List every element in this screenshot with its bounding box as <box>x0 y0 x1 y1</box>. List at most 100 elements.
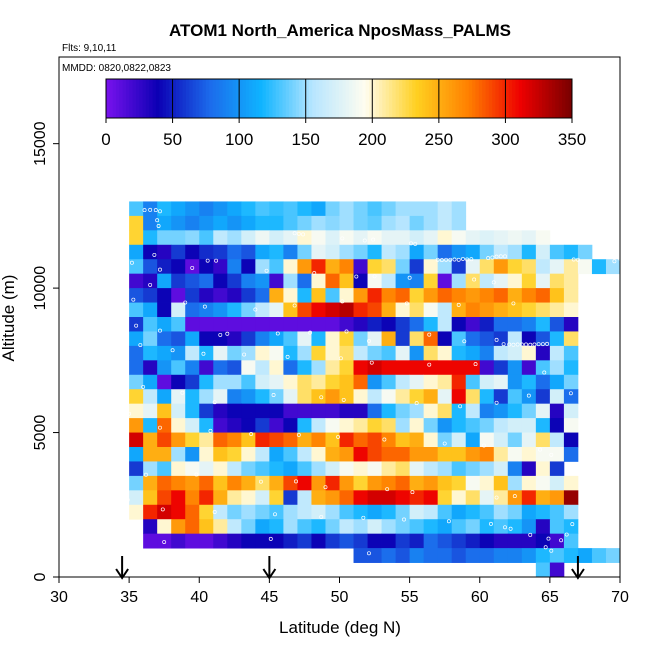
heatmap-cell <box>563 302 579 318</box>
colorbar-segment <box>302 79 307 118</box>
heatmap-cell <box>437 475 453 491</box>
heatmap-cell <box>479 259 495 275</box>
track-point <box>442 441 447 446</box>
colorbar-segment <box>458 79 463 118</box>
track-point <box>371 237 376 242</box>
heatmap-cell <box>493 302 509 318</box>
heatmap-cell <box>479 475 495 491</box>
heatmap-cell <box>129 201 144 217</box>
heatmap-cell <box>353 475 368 491</box>
colorbar-segment <box>482 79 486 118</box>
track-point <box>156 224 161 228</box>
heatmap-cell <box>395 504 411 520</box>
colorbar-segment <box>152 79 157 118</box>
heatmap-cell <box>507 519 523 535</box>
track-point <box>155 218 160 223</box>
heatmap-cell <box>437 259 453 275</box>
heatmap-cell <box>423 418 439 433</box>
heatmap-cell <box>269 504 284 520</box>
track-point <box>528 532 533 537</box>
heatmap-cell <box>521 259 537 275</box>
heatmap-cell <box>521 374 537 390</box>
heatmap-cell <box>157 533 172 549</box>
heatmap-cell <box>451 475 467 491</box>
colorbar-segment <box>272 79 277 118</box>
track-point <box>152 252 157 257</box>
heatmap-cell <box>353 345 368 361</box>
track-point <box>301 232 305 237</box>
track-point <box>367 551 371 556</box>
heatmap-cell <box>591 259 607 275</box>
heatmap-cell <box>451 360 467 376</box>
heatmap-cell <box>185 447 200 462</box>
heatmap-cell <box>283 432 298 448</box>
heatmap-cell <box>241 259 256 275</box>
heatmap-cell <box>255 504 270 520</box>
heatmap-cell <box>507 447 523 462</box>
heatmap-cell <box>311 475 326 491</box>
track-point <box>340 236 345 241</box>
track-point <box>410 490 415 495</box>
heatmap-cell <box>367 548 382 563</box>
track-point <box>225 331 230 336</box>
colorbar-segment <box>355 79 360 118</box>
heatmap-cell <box>423 288 439 303</box>
heatmap-cell <box>157 288 172 303</box>
colorbar-segment <box>195 79 200 118</box>
heatmap-cell <box>479 273 495 289</box>
heatmap-cell <box>213 345 228 361</box>
heatmap-cells <box>129 201 621 578</box>
heatmap-cell <box>479 418 495 433</box>
heatmap-cell <box>283 374 298 390</box>
x-tick-label: 55 <box>401 589 419 606</box>
heatmap-cell <box>437 317 453 332</box>
heatmap-cell <box>521 345 537 361</box>
heatmap-cell <box>535 389 551 405</box>
heatmap-cell <box>129 345 144 361</box>
heatmap-cell <box>171 374 186 390</box>
heatmap-cell <box>549 403 565 419</box>
heatmap-cell <box>381 244 396 260</box>
heatmap-cell <box>339 201 354 217</box>
heatmap-cell <box>367 345 382 361</box>
heatmap-cell <box>129 215 144 231</box>
colorbar-segment <box>348 79 353 118</box>
heatmap-cell <box>521 504 537 520</box>
heatmap-cell <box>549 418 565 433</box>
heatmap-cell <box>465 533 481 549</box>
heatmap-cell <box>437 504 453 520</box>
heatmap-cell <box>395 273 411 289</box>
heatmap-cell <box>325 331 340 347</box>
track-point <box>494 495 499 500</box>
track-point <box>153 208 158 213</box>
heatmap-cell <box>269 533 284 549</box>
heatmap-cell <box>297 490 312 506</box>
heatmap-cell <box>451 548 467 563</box>
heatmap-cell <box>549 461 565 477</box>
heatmap-cell <box>493 519 509 535</box>
heatmap-cell <box>437 331 453 347</box>
heatmap-cell <box>185 519 200 535</box>
heatmap-cell <box>423 345 439 361</box>
heatmap-cell <box>241 360 256 376</box>
heatmap-cell <box>409 230 425 246</box>
colorbar-segment <box>515 79 520 118</box>
heatmap-cell <box>563 447 579 462</box>
heatmap-cell <box>465 345 481 361</box>
heatmap-cell <box>521 461 537 477</box>
heatmap-cell <box>493 447 509 462</box>
heatmap-cell <box>409 548 425 563</box>
heatmap-cell <box>493 230 509 246</box>
colorbar-segment <box>249 79 253 118</box>
colorbar-segment <box>568 79 573 118</box>
heatmap-cell <box>269 519 284 535</box>
track-point <box>369 360 374 365</box>
heatmap-cell <box>269 447 284 462</box>
heatmap-cell <box>395 302 411 318</box>
track-point <box>472 277 477 282</box>
heatmap-cell <box>227 360 242 376</box>
heatmap-cell <box>269 360 284 376</box>
track-point <box>129 260 134 265</box>
heatmap-cell <box>283 490 298 506</box>
heatmap-cell <box>269 374 284 390</box>
